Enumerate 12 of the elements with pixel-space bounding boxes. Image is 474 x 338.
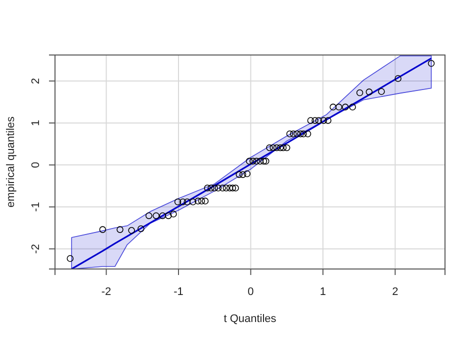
x-tick-label: -1 (174, 286, 184, 298)
y-tick-label: 2 (30, 78, 42, 84)
y-tick-label: -1 (30, 202, 42, 212)
x-tick-label: -2 (101, 286, 112, 298)
y-tick-label: 1 (30, 120, 42, 126)
x-tick-label: 2 (392, 286, 398, 298)
x-tick-label: 0 (248, 286, 254, 298)
x-tick-label: 1 (320, 286, 326, 298)
y-tick-label: -2 (30, 244, 42, 254)
x-axis-title: t Quantiles (224, 313, 277, 325)
y-tick-label: 0 (30, 162, 42, 168)
y-axis-title: empirical quantiles (5, 116, 17, 208)
